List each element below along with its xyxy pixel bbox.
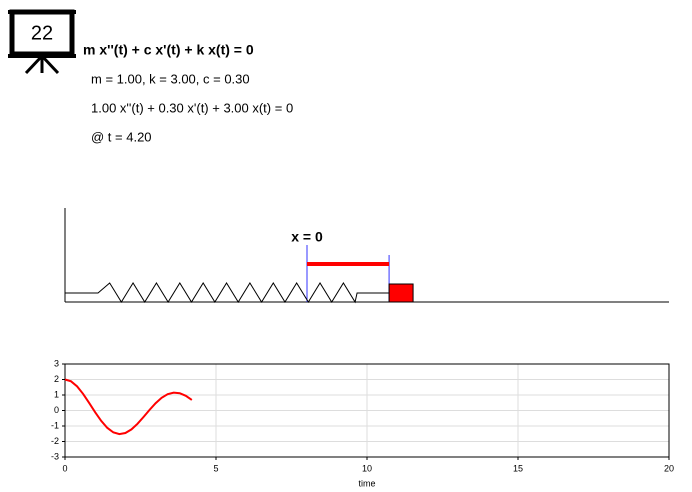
x-tick-label: 20	[664, 463, 674, 473]
stand	[40, 54, 60, 75]
x-tick-label: 15	[513, 463, 523, 473]
y-tick-label: 0	[54, 405, 59, 415]
stand	[24, 54, 44, 75]
y-tick-label: -3	[51, 451, 59, 461]
x-tick-label: 10	[362, 463, 372, 473]
parameters: m = 1.00, k = 3.00, c = 0.30	[91, 71, 250, 86]
y-tick-label: -1	[51, 420, 59, 430]
slide-number: 22	[31, 22, 53, 44]
x-axis-label: time	[358, 478, 375, 488]
plot-frame	[64, 363, 670, 458]
y-tick-label: -2	[51, 436, 59, 446]
y-tick-label: 2	[54, 374, 59, 384]
spring	[65, 282, 390, 304]
y-tick-label: 3	[54, 358, 59, 368]
series-line	[64, 378, 193, 436]
instance: 1.00 x''(t) + 0.30 x'(t) + 3.00 x(t) = 0	[91, 100, 293, 115]
mass	[388, 283, 414, 303]
equation: m x''(t) + c x'(t) + k x(t) = 0	[83, 42, 254, 58]
x-tick-label: 0	[62, 463, 67, 473]
slide-icon: 22	[8, 9, 76, 75]
y-tick-label: 1	[54, 389, 59, 399]
equilibrium-label: x = 0	[291, 229, 323, 245]
time-stamp: @ t = 4.20	[91, 129, 152, 144]
x-tick-label: 5	[213, 463, 218, 473]
